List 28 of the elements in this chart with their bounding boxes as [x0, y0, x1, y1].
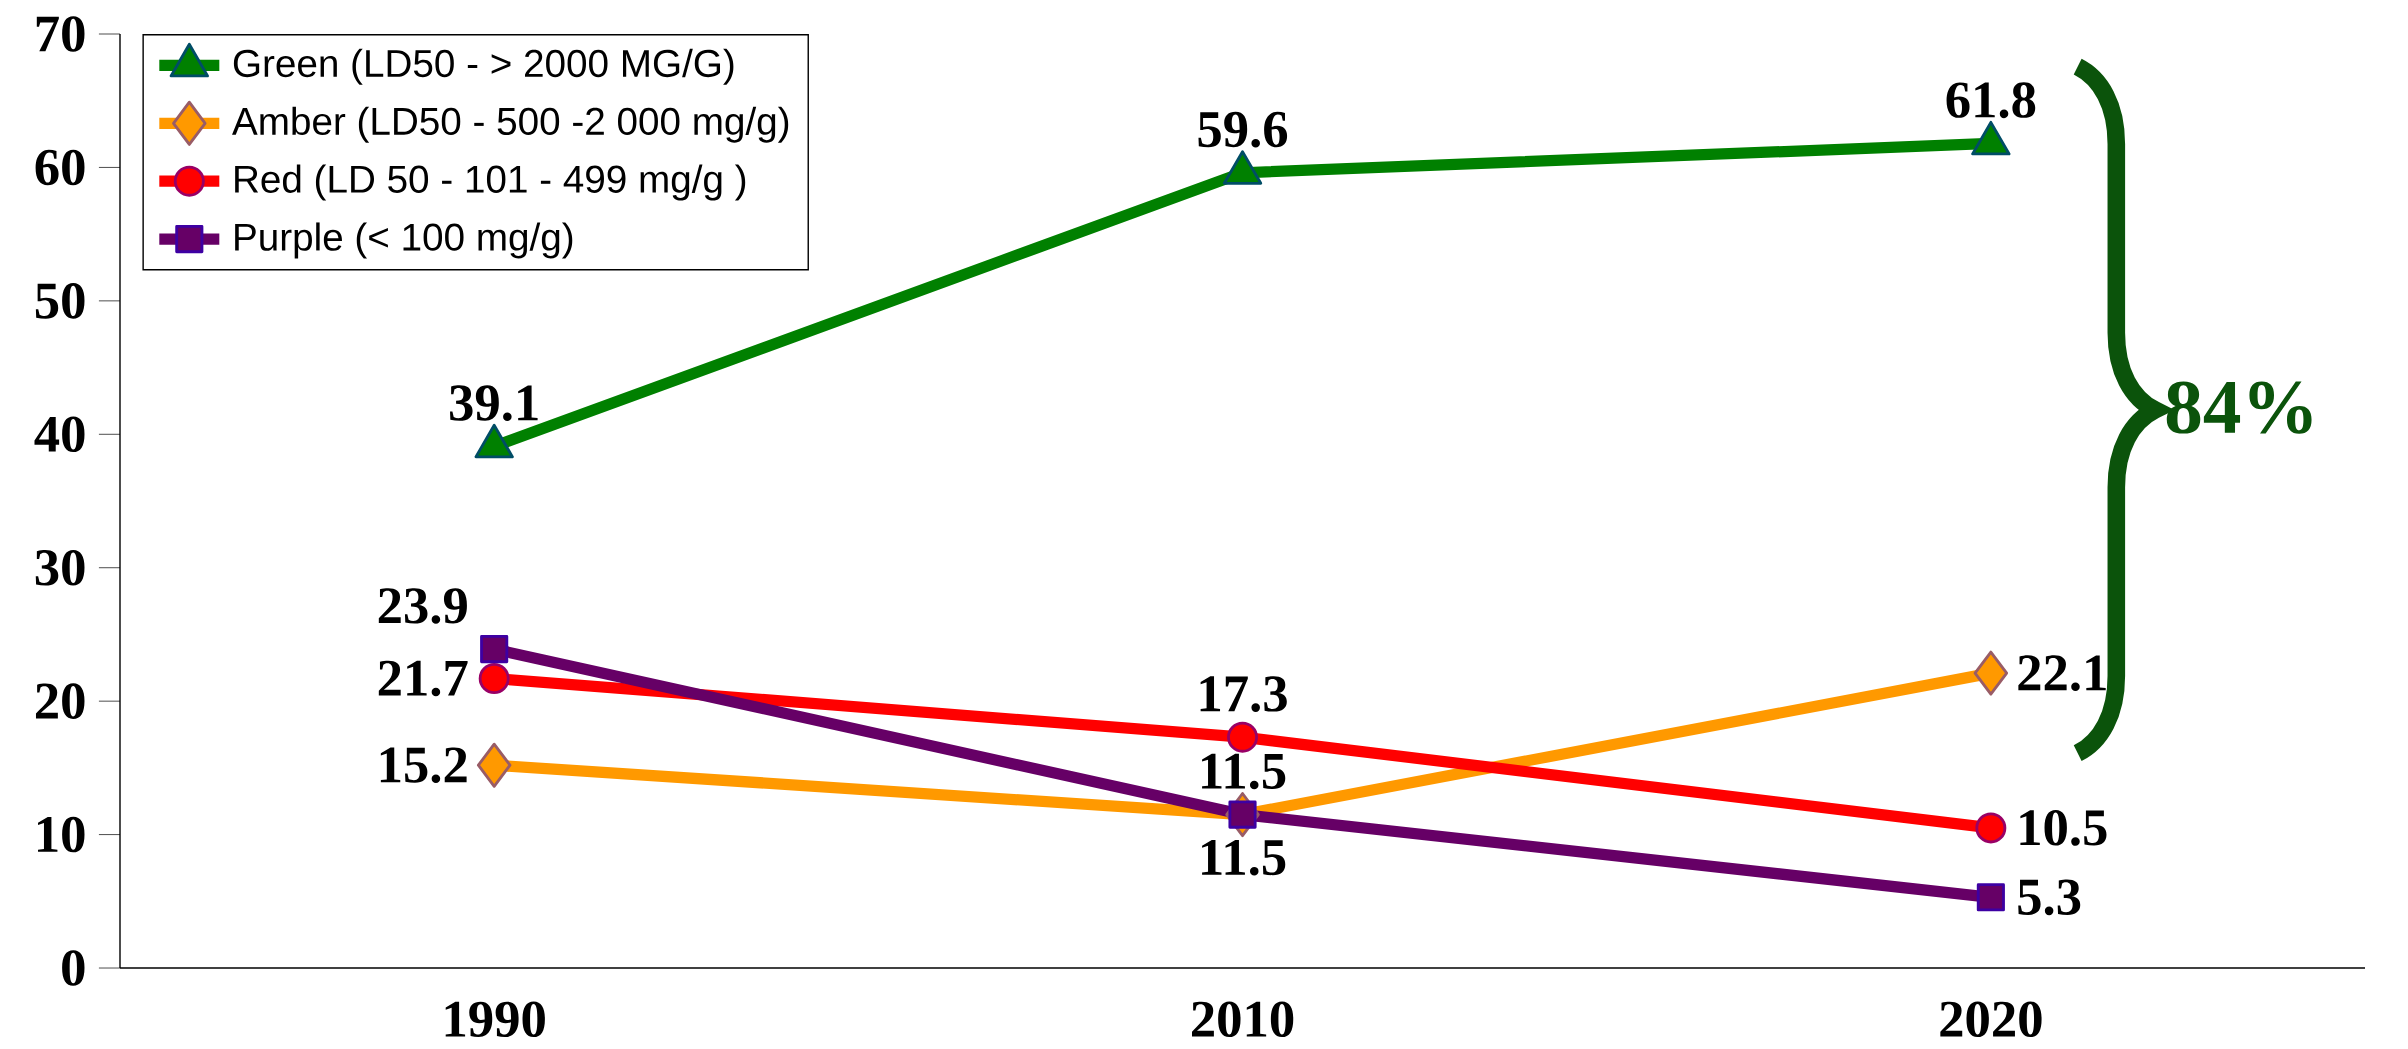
y-tick-label: 40	[34, 416, 85, 453]
data-label: 21.7	[378, 660, 468, 697]
y-tick-label: 20	[35, 683, 85, 720]
data-label: 11.5	[1202, 839, 1286, 876]
y-tick-label: 70	[36, 16, 85, 52]
data-label: 39.1	[450, 385, 538, 422]
legend-label: Green (LD50 - > 2000 MG/G)	[233, 48, 734, 85]
legend-label: Amber (LD50 - 500 -2 000 mg/g)	[232, 106, 789, 143]
y-tick-label: 50	[35, 283, 85, 319]
x-tick-label: 2010	[1192, 1001, 1294, 1038]
x-tick-label: 2020	[1940, 1001, 2042, 1038]
y-tick-label: 0	[62, 950, 85, 986]
data-label: 23.9	[378, 588, 467, 624]
data-label: 15.2	[380, 747, 467, 784]
data-label: 17.3	[1200, 676, 1287, 712]
y-tick-label: 10	[38, 816, 85, 853]
data-label: 5.3	[2018, 879, 2081, 916]
legend-label: Purple (< 100 mg/g)	[235, 222, 573, 259]
annotation: 84%	[2166, 381, 2312, 434]
data-label: 10.5	[2020, 810, 2107, 846]
data-label: 22.1	[2018, 655, 2106, 692]
y-tick-label: 30	[35, 550, 85, 586]
data-label: 11.5	[1202, 753, 1286, 790]
data-label: 59.6	[1198, 111, 1288, 148]
data-label: 61.8	[1946, 82, 2036, 119]
x-tick-label: 1990	[445, 1001, 545, 1038]
legend-label: Red (LD 50 - 101 - 499 mg/g )	[235, 164, 746, 201]
y-tick-label: 60	[35, 149, 85, 186]
